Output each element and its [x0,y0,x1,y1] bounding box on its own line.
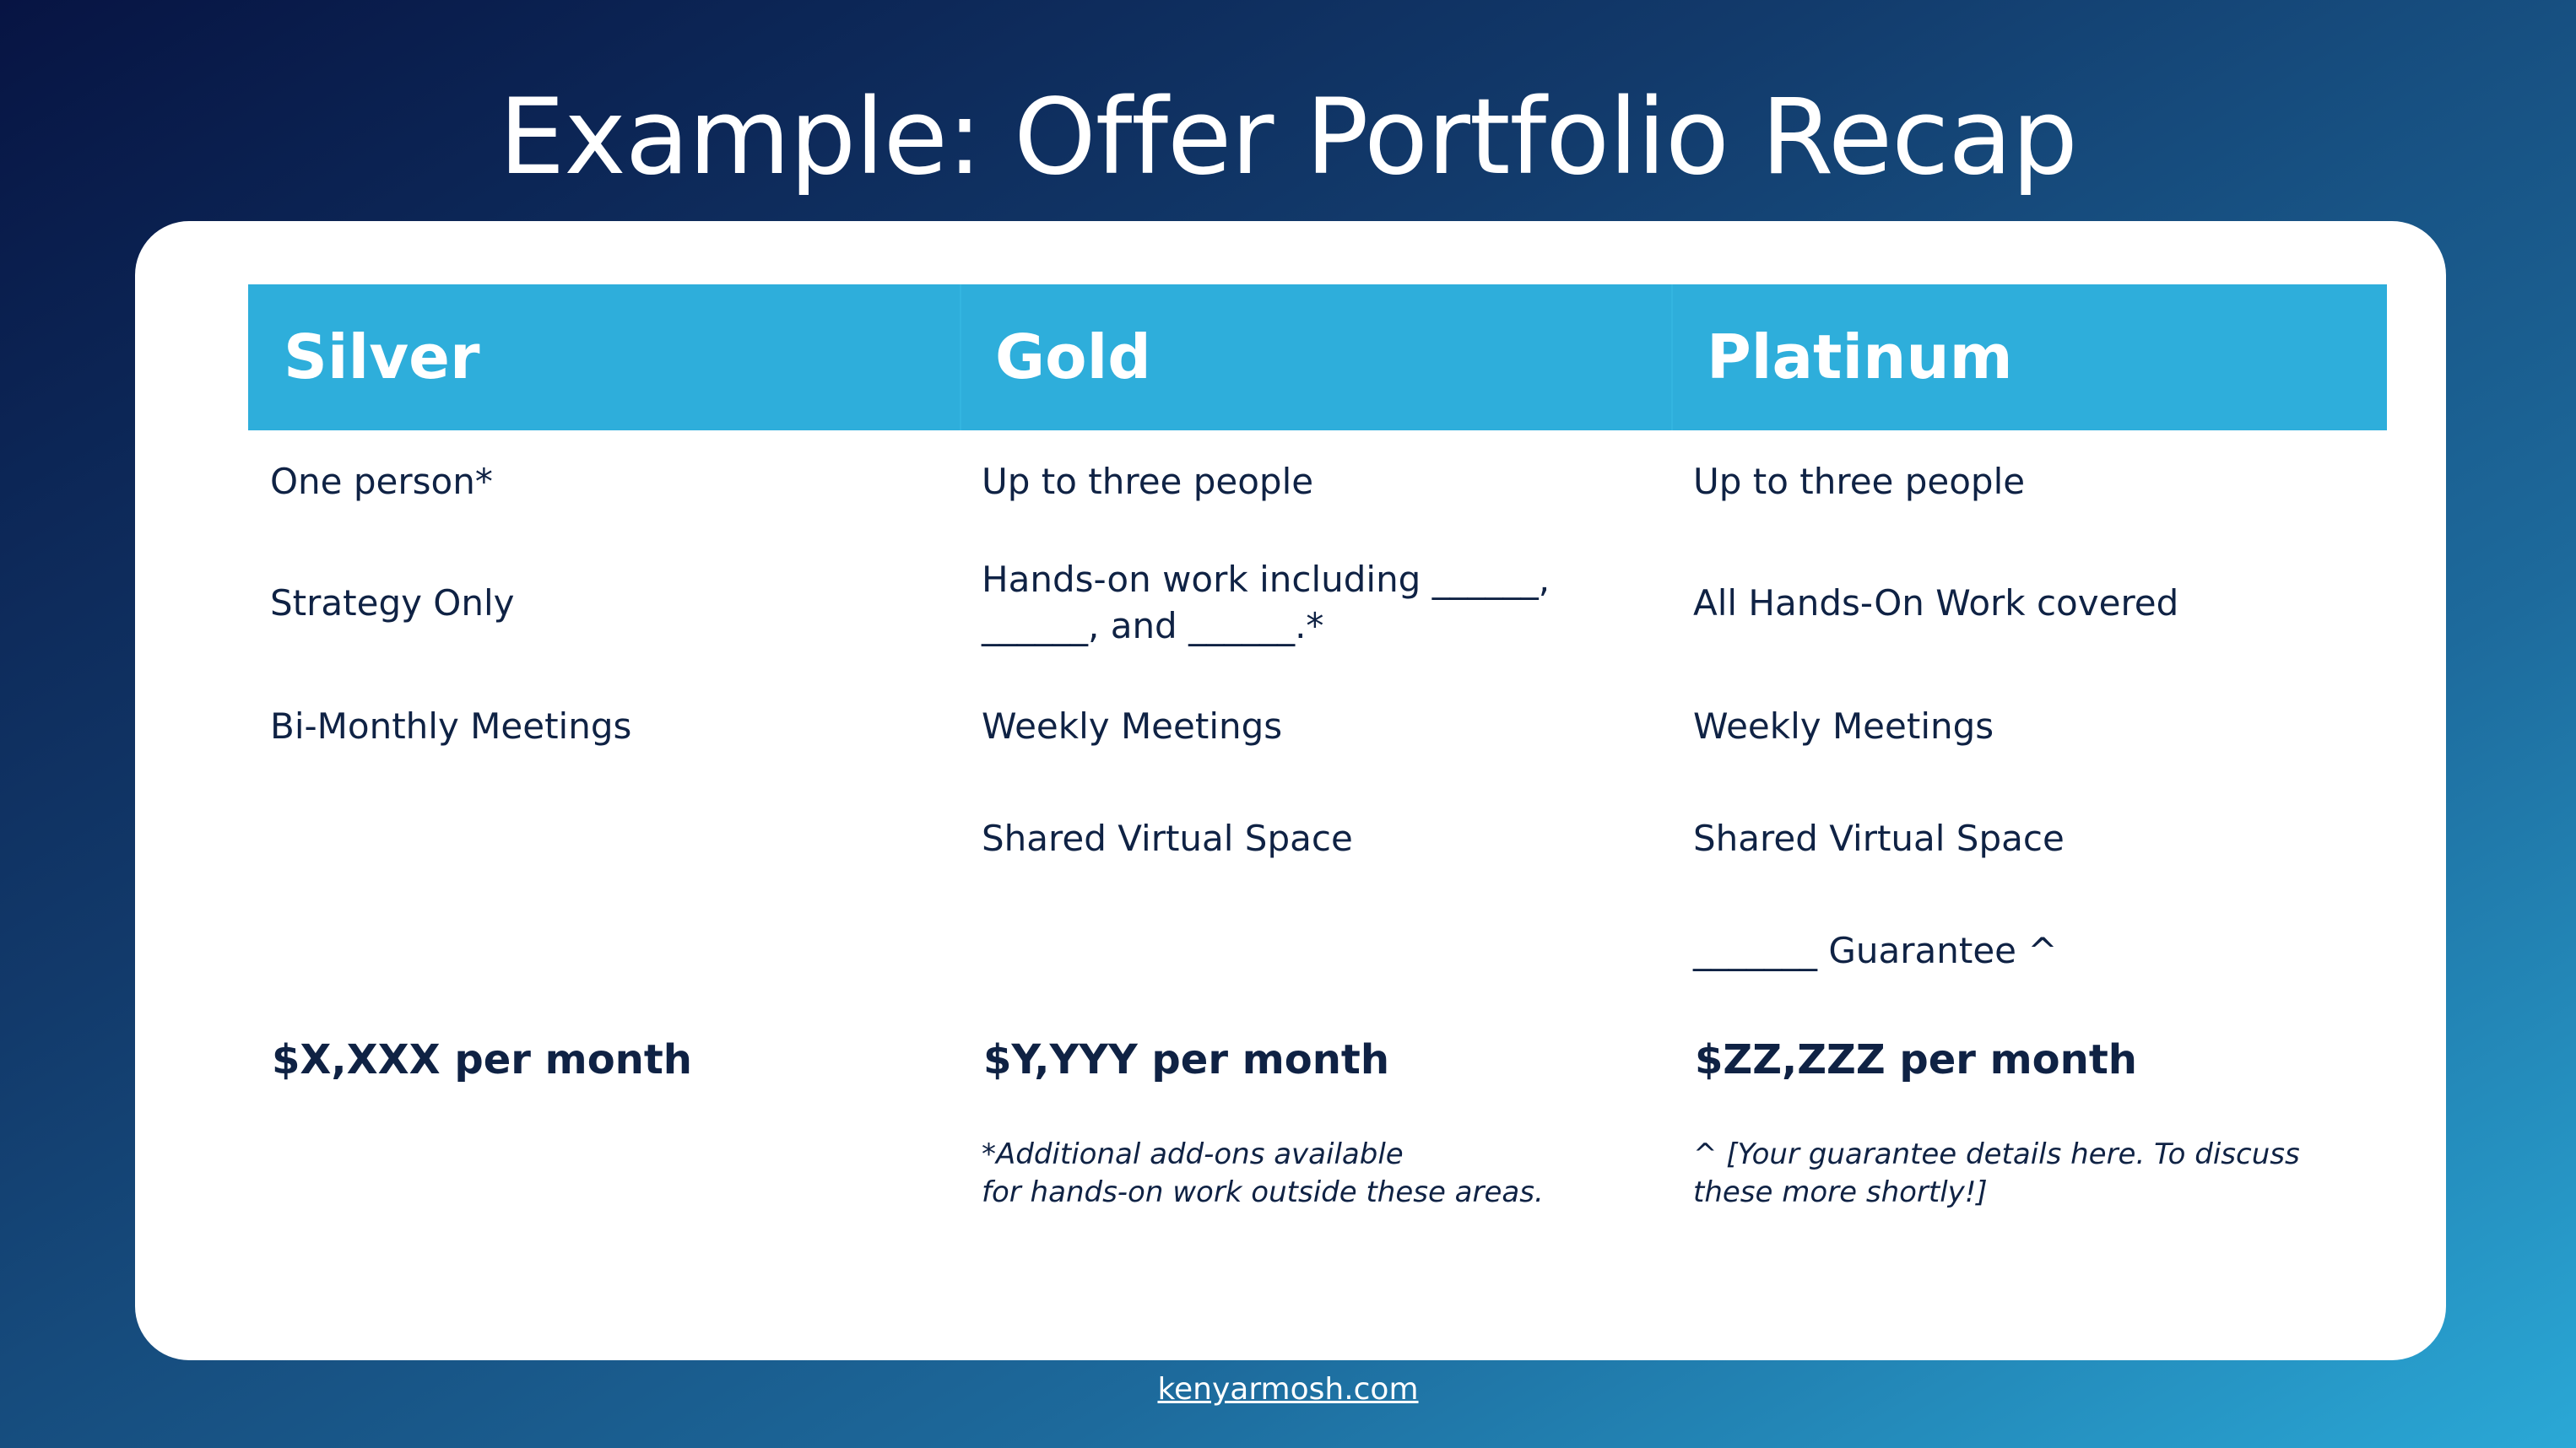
header-gold: Gold [995,321,1151,392]
footer-website-link[interactable]: kenyarmosh.com [1157,1372,1419,1407]
slide-title: Example: Offer Portfolio Recap [498,77,2078,198]
gold-meetings: Weekly Meetings [982,705,1283,747]
gold-scope-line1: Hands-on work including ______, [982,559,1550,600]
header-platinum: Platinum [1707,321,2013,392]
header-divider [1671,284,1673,430]
gold-people: Up to three people [982,461,1314,502]
gold-price: $Y,YYY per month [983,1036,1390,1083]
platinum-people: Up to three people [1693,461,2026,502]
platinum-note-line2: these more shortly!] [1693,1175,1988,1209]
table-header: Silver Gold Platinum [248,284,2387,430]
gold-virtual-space: Shared Virtual Space [982,818,1353,859]
silver-meetings: Bi-Monthly Meetings [270,705,632,747]
platinum-note-line1: ^ [Your guarantee details here. To discu… [1693,1137,2300,1171]
silver-people: One person* [270,461,493,502]
gold-scope-line2: ______, and ______.* [982,605,1324,646]
platinum-guarantee: _______ Guarantee ^ [1693,930,2058,971]
gold-note-line1: *Additional add-ons available [982,1137,1404,1171]
header-divider [960,284,961,430]
silver-price: $X,XXX per month [272,1036,692,1083]
platinum-virtual-space: Shared Virtual Space [1693,818,2065,859]
gold-note-line2: for hands-on work outside these areas. [982,1175,1544,1209]
offer-card: Silver Gold Platinum One person* Strateg… [135,221,2446,1360]
platinum-meetings: Weekly Meetings [1693,705,1994,747]
platinum-price: $ZZ,ZZZ per month [1695,1036,2137,1083]
platinum-scope: All Hands-On Work covered [1693,582,2179,624]
header-silver: Silver [284,321,480,392]
silver-scope: Strategy Only [270,582,515,624]
